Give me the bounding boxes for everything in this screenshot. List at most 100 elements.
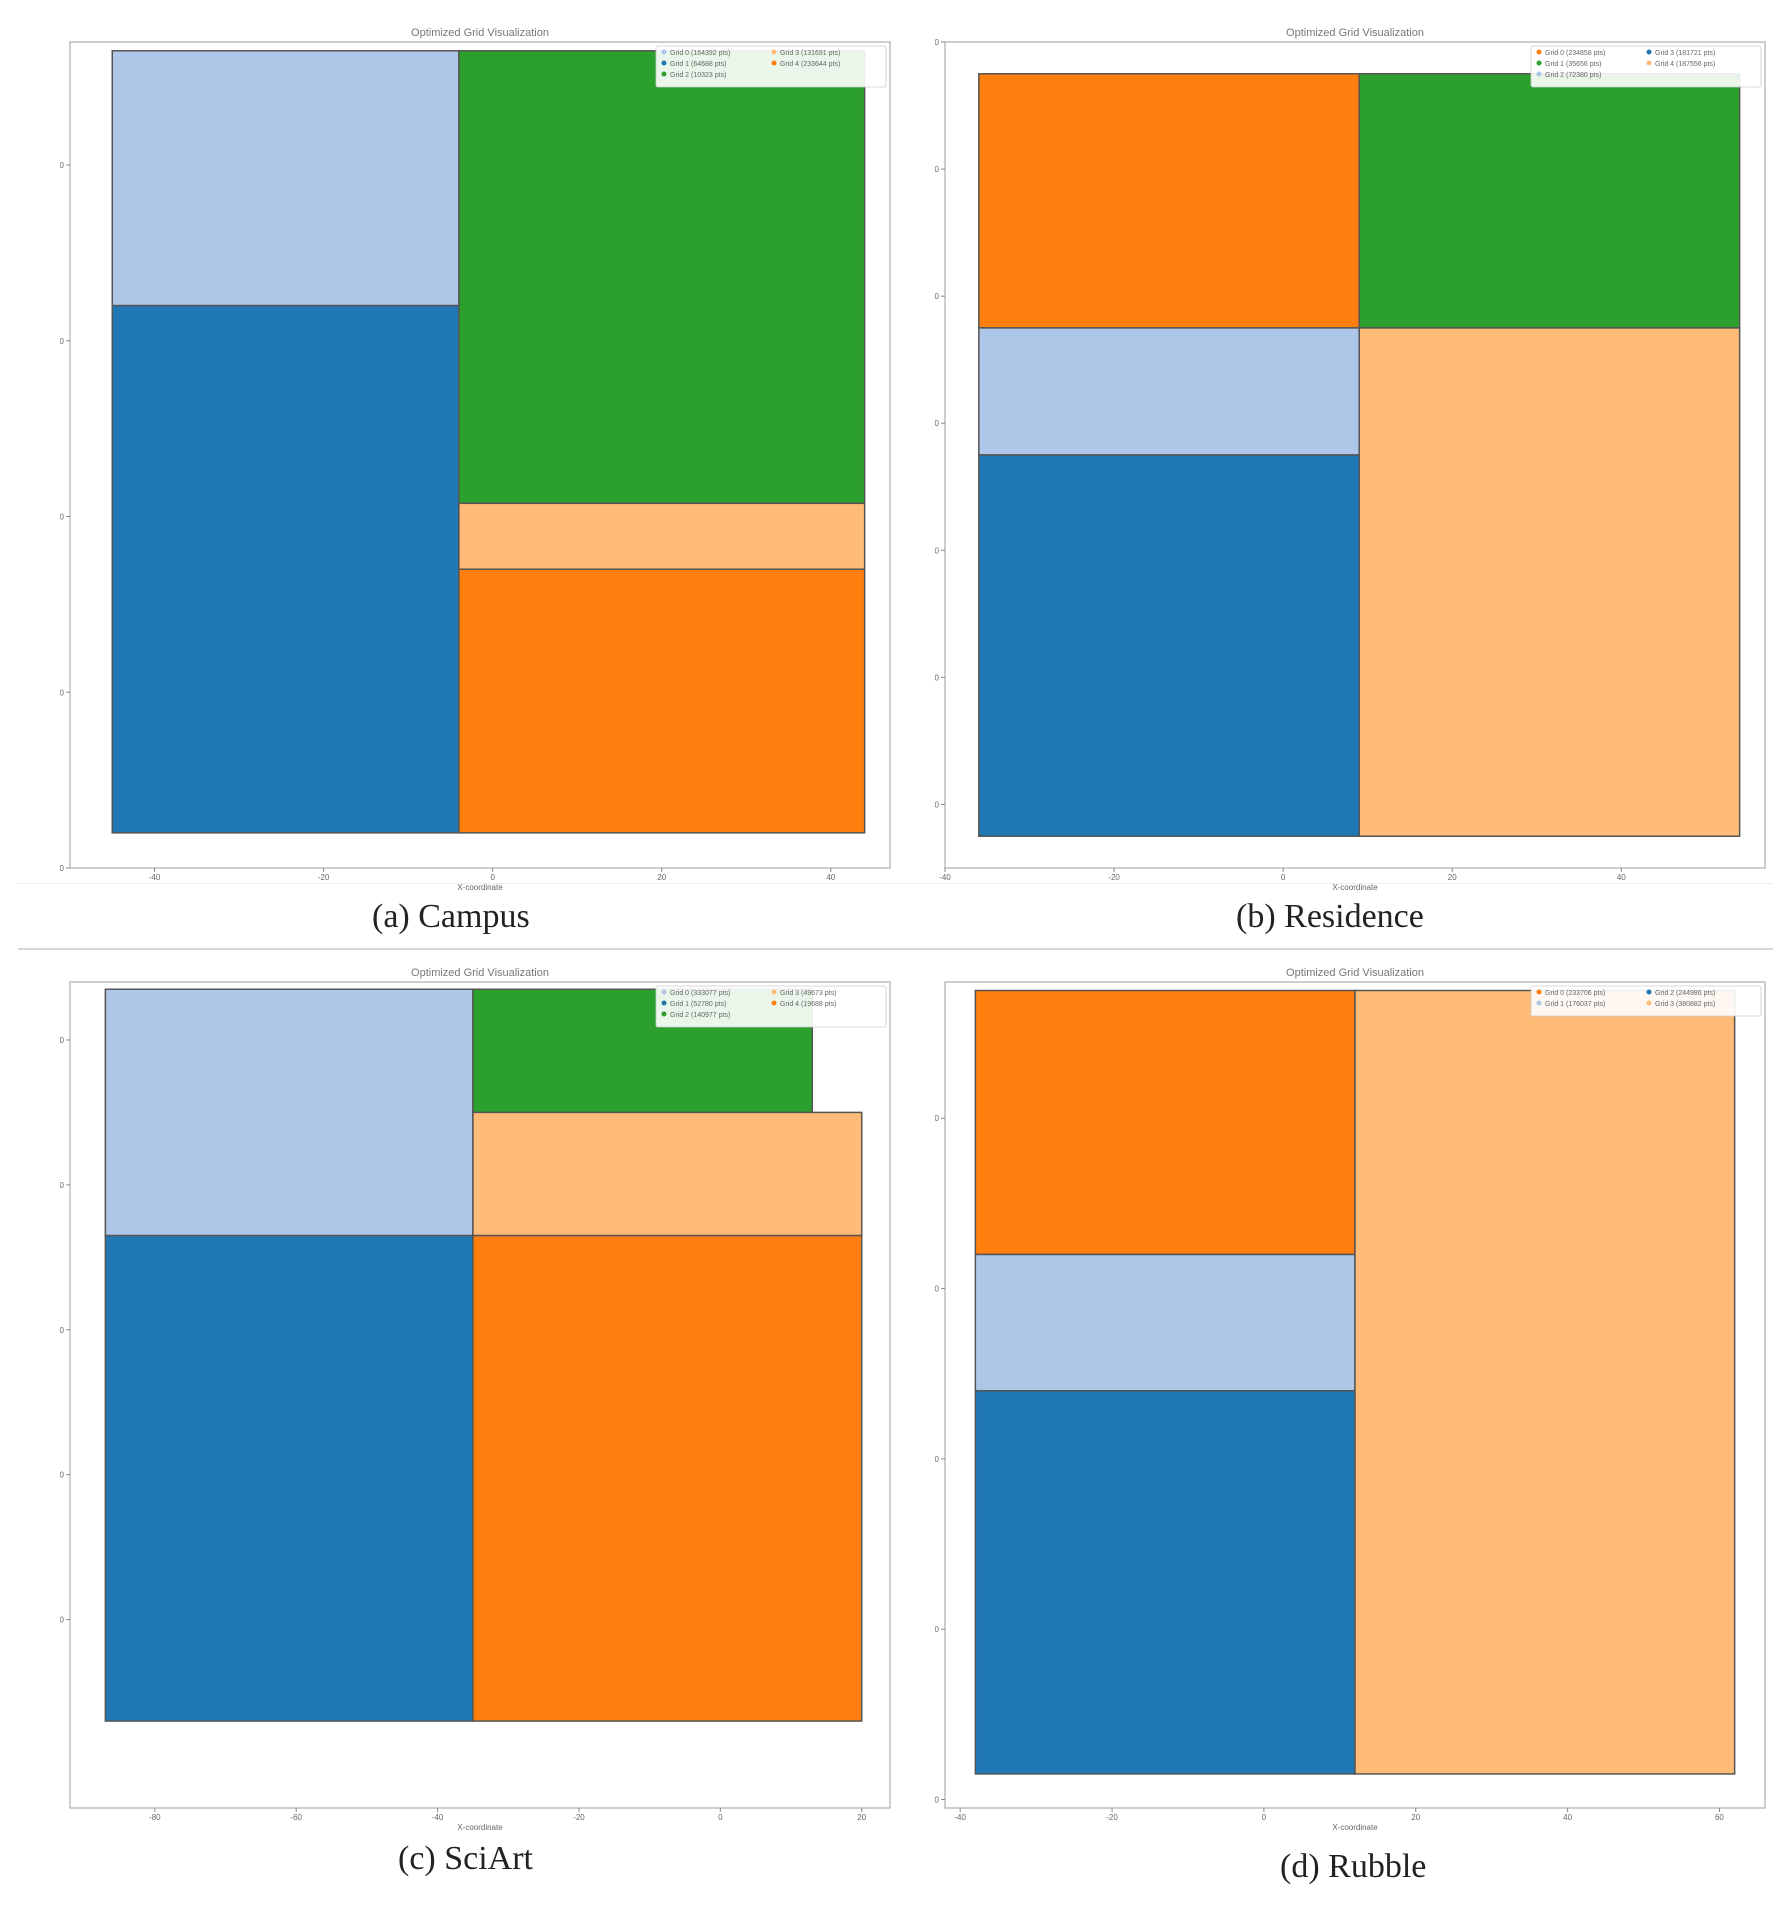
x-tick-label: -20 bbox=[318, 873, 330, 882]
grid-cell-3 bbox=[458, 502, 866, 570]
legend-label: Grid 2 (72380 pts) bbox=[1545, 72, 1601, 79]
legend-marker bbox=[661, 49, 667, 55]
legend-marker bbox=[661, 60, 667, 66]
legend-marker bbox=[661, 1011, 667, 1017]
legend-marker bbox=[1536, 71, 1542, 77]
y-tick-label: 30 bbox=[935, 38, 940, 47]
divider-line bbox=[18, 883, 1773, 884]
grid-cell-3 bbox=[472, 1111, 863, 1237]
legend-box bbox=[1530, 45, 1762, 88]
legend-label: Grid 3 (131691 pts) bbox=[780, 50, 840, 57]
legend-label: Grid 4 (233644 pts) bbox=[780, 61, 840, 68]
legend-label: Grid 2 (140977 pts) bbox=[670, 1012, 730, 1019]
legend-label: Grid 1 (176037 pts) bbox=[1545, 1001, 1605, 1008]
caption-residence: (b) Residence bbox=[1236, 898, 1424, 935]
legend-label: Grid 4 (19688 pts) bbox=[780, 1001, 836, 1008]
x-tick-label: 40 bbox=[1563, 1813, 1572, 1822]
y-tick-label: -20 bbox=[60, 688, 65, 697]
y-tick-label: -20 bbox=[60, 1181, 65, 1190]
y-tick-label: -60 bbox=[935, 1795, 940, 1804]
caption-rubble: (d) Rubble bbox=[1280, 1848, 1427, 1885]
x-tick-label: 0 bbox=[1262, 1813, 1267, 1822]
legend-label: Grid 1 (52780 pts) bbox=[670, 1001, 726, 1008]
chart-svg-campus: Optimized Grid Visualization -40 -20 0 20 40 -… bbox=[60, 27, 891, 890]
x-tick-label: -80 bbox=[149, 1813, 161, 1822]
y-tick-label: -20 bbox=[935, 673, 940, 682]
y-tick-label: 0 bbox=[935, 1285, 940, 1294]
y-tick-label: -30 bbox=[935, 800, 940, 809]
chart-panel-sciart: Optimized Grid Visualization -80 -60 -40 -20… bbox=[60, 960, 900, 1830]
legend-label: Grid 3 (181721 pts) bbox=[1655, 50, 1715, 57]
x-tick-label: -20 bbox=[1106, 1813, 1118, 1822]
grid-cell-4 bbox=[458, 568, 866, 834]
chart-svg-rubble: Optimized Grid Visualization -40 -20 0 20 40 6… bbox=[935, 967, 1766, 1830]
caption-campus: (a) Campus bbox=[372, 898, 530, 935]
x-axis-label: X-coordinate bbox=[457, 1823, 503, 1830]
legend-marker bbox=[1646, 60, 1652, 66]
legend-box bbox=[1530, 985, 1762, 1017]
grid-cell-0 bbox=[104, 988, 474, 1237]
legend-label: Grid 2 (10323 pts) bbox=[670, 72, 726, 79]
chart-title: Optimized Grid Visualization bbox=[411, 27, 549, 39]
y-tick-label: 0 bbox=[60, 513, 65, 522]
legend-marker bbox=[1646, 49, 1652, 55]
chart-panel-residence: Optimized Grid Visualization -40 -20 0 20 40 -… bbox=[935, 20, 1775, 890]
grid-cell-1 bbox=[111, 304, 460, 834]
x-axis-label: X-coordinate bbox=[457, 883, 503, 890]
x-tick-label: -20 bbox=[573, 1813, 585, 1822]
x-tick-label: 40 bbox=[826, 873, 835, 882]
x-tick-label: -20 bbox=[1108, 873, 1120, 882]
legend-marker bbox=[1536, 60, 1542, 66]
x-axis-label: X-coordinate bbox=[1332, 1823, 1378, 1830]
legend-label: Grid 2 (244986 pts) bbox=[1655, 990, 1715, 997]
y-tick-label: -10 bbox=[935, 546, 940, 555]
legend-label: Grid 3 (380882 pts) bbox=[1655, 1001, 1715, 1008]
y-tick-label: 40 bbox=[60, 161, 65, 170]
legend-marker bbox=[1646, 989, 1652, 995]
legend-marker bbox=[661, 1000, 667, 1006]
legend-marker bbox=[771, 1000, 777, 1006]
legend-label: Grid 0 (164392 pts) bbox=[670, 50, 730, 57]
x-tick-label: -40 bbox=[149, 873, 161, 882]
x-tick-label: 20 bbox=[657, 873, 666, 882]
legend-marker bbox=[771, 989, 777, 995]
y-tick-label: 0 bbox=[935, 419, 940, 428]
grid-cell-0 bbox=[978, 73, 1360, 329]
legend-box bbox=[655, 985, 887, 1028]
grid-cell-1 bbox=[104, 1234, 474, 1722]
x-tick-label: -40 bbox=[954, 1813, 966, 1822]
x-axis-label: X-coordinate bbox=[1332, 883, 1378, 890]
x-tick-label: 0 bbox=[490, 873, 495, 882]
legend-marker bbox=[771, 60, 777, 66]
legend-label: Grid 0 (333077 pts) bbox=[670, 990, 730, 997]
chart-title: Optimized Grid Visualization bbox=[411, 967, 549, 979]
grid-cell-4 bbox=[472, 1234, 863, 1722]
x-tick-label: -40 bbox=[939, 873, 951, 882]
legend-marker bbox=[1536, 1000, 1542, 1006]
y-tick-label: -20 bbox=[935, 1455, 940, 1464]
y-tick-label: 0 bbox=[60, 1036, 65, 1045]
chart-title: Optimized Grid Visualization bbox=[1286, 27, 1424, 39]
chart-svg-sciart: Optimized Grid Visualization -80 -60 -40 -20… bbox=[60, 967, 891, 1830]
legend-marker bbox=[661, 71, 667, 77]
grid-cell-1 bbox=[974, 1253, 1356, 1392]
x-tick-label: 20 bbox=[1448, 873, 1457, 882]
x-tick-label: -40 bbox=[432, 1813, 444, 1822]
chart-svg-residence: Optimized Grid Visualization -40 -20 0 20 40 -… bbox=[935, 27, 1766, 890]
legend-marker bbox=[771, 49, 777, 55]
chart-title: Optimized Grid Visualization bbox=[1286, 967, 1424, 979]
chart-panel-rubble: Optimized Grid Visualization -40 -20 0 20 40 6… bbox=[935, 960, 1775, 1830]
x-tick-label: -60 bbox=[290, 1813, 302, 1822]
y-tick-label: 20 bbox=[60, 337, 65, 346]
x-tick-label: 0 bbox=[1281, 873, 1286, 882]
caption-sciart: (c) SciArt bbox=[398, 1840, 534, 1877]
x-tick-label: 0 bbox=[718, 1813, 723, 1822]
x-tick-label: 20 bbox=[1411, 1813, 1420, 1822]
legend-label: Grid 0 (234858 pts) bbox=[1545, 50, 1605, 57]
y-tick-label: -40 bbox=[60, 864, 65, 873]
legend-label: Grid 3 (49673 pts) bbox=[780, 990, 836, 997]
x-tick-label: 40 bbox=[1617, 873, 1626, 882]
legend-marker bbox=[661, 989, 667, 995]
grid-cell-1 bbox=[1358, 73, 1741, 329]
y-tick-label: -40 bbox=[935, 1625, 940, 1634]
